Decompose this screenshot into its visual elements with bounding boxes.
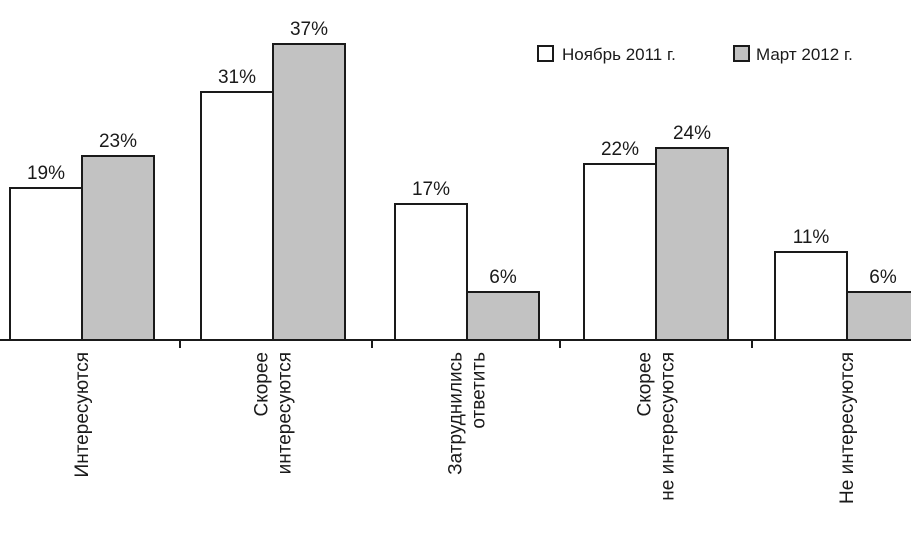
bar-march-2012-1	[81, 155, 155, 341]
category-label-5: Не интересуются	[837, 352, 858, 504]
category-label-line: интересуются	[275, 352, 296, 474]
bars-layer	[9, 43, 911, 341]
legend-label-march-2012: Март 2012 г.	[756, 45, 853, 64]
value-label-march-2012-5: 6%	[869, 267, 897, 288]
legend-label-november-2011: Ноябрь 2011 г.	[562, 45, 676, 64]
value-label-november-2011-5: 11%	[793, 227, 830, 248]
bar-november-2011-5	[774, 251, 848, 341]
value-label-march-2012-4: 24%	[673, 123, 711, 144]
bar-november-2011-3	[394, 203, 468, 341]
category-label-2: Скорее интересуются	[252, 352, 296, 474]
bar-march-2012-3	[466, 291, 540, 341]
category-label-line: Скорее	[635, 352, 656, 417]
category-label-line: Скорее	[252, 352, 273, 417]
bar-november-2011-4	[583, 163, 657, 341]
x-axis-ticks	[179, 340, 753, 348]
legend: Ноябрь 2011 г. Март 2012 г.	[537, 45, 853, 64]
category-label-line: Затруднились	[446, 352, 467, 475]
category-label-line: ответить	[469, 352, 490, 429]
bar-march-2012-2	[272, 43, 346, 341]
value-label-november-2011-2: 31%	[218, 67, 256, 88]
category-label-4: Скорее не интересуются	[635, 352, 679, 501]
legend-swatch-march-2012	[733, 45, 750, 62]
value-label-march-2012-2: 37%	[290, 19, 328, 40]
category-label-line: не интересуются	[658, 352, 679, 501]
value-label-november-2011-3: 17%	[412, 179, 450, 200]
bar-november-2011-2	[200, 91, 274, 341]
category-labels-layer: Интересуются Скорее интересуются Затруднили…	[72, 352, 858, 504]
bar-march-2012-4	[655, 147, 729, 341]
value-labels-layer: 19% 23% 31% 37% 17% 6% 22% 24% 11% 6%	[27, 19, 897, 288]
bar-march-2012-5	[846, 291, 911, 341]
legend-swatch-november-2011	[537, 45, 554, 62]
category-label-3: Затруднились ответить	[446, 352, 490, 475]
bar-november-2011-1	[9, 187, 83, 341]
value-label-march-2012-1: 23%	[99, 131, 137, 152]
category-label-line: Интересуются	[72, 352, 93, 477]
category-label-1: Интересуются	[72, 352, 93, 477]
value-label-march-2012-3: 6%	[489, 267, 517, 288]
category-label-line: Не интересуются	[837, 352, 858, 504]
value-label-november-2011-4: 22%	[601, 139, 639, 160]
value-label-november-2011-1: 19%	[27, 163, 65, 184]
